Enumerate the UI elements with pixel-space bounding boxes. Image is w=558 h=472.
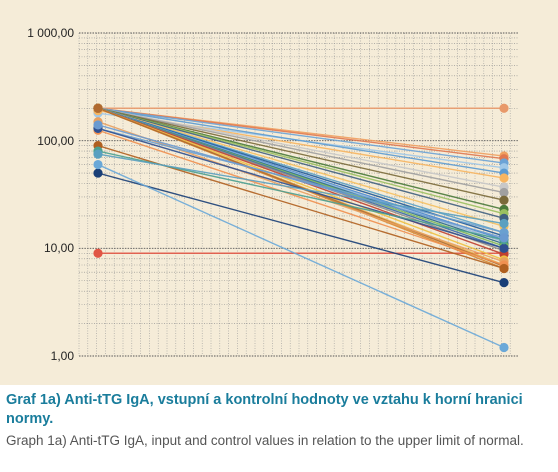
series-line <box>97 153 505 225</box>
data-point <box>499 243 509 253</box>
y-tick-label: 100,00 <box>37 133 74 148</box>
data-point <box>93 248 103 258</box>
y-tick-label: 10,00 <box>43 241 74 256</box>
series-line <box>97 107 505 164</box>
series-line <box>97 107 505 215</box>
series-line <box>97 172 505 284</box>
data-point <box>93 168 103 178</box>
chart-area: 1 000,00 100,00 10,00 1,00 <box>0 0 558 385</box>
data-point <box>499 173 509 183</box>
caption-czech: Graf 1a) Anti-tTG IgA, vstupní a kontrol… <box>6 392 523 427</box>
series-line <box>97 107 505 194</box>
series-line <box>97 107 505 188</box>
series-line <box>97 107 505 201</box>
data-point <box>499 342 509 353</box>
data-point <box>93 149 103 159</box>
series-line <box>97 129 505 266</box>
series-line <box>97 107 505 268</box>
data-point <box>499 218 509 229</box>
data-point <box>93 103 103 113</box>
caption-area: Graf 1a) Anti-tTG IgA, vstupní a kontrol… <box>0 385 558 472</box>
data-point <box>93 159 103 170</box>
caption-english: Graph 1a) Anti-tTG IgA, input and contro… <box>6 433 524 448</box>
series-line <box>97 107 505 228</box>
series-line <box>97 107 505 174</box>
chart-svg <box>78 32 518 357</box>
data-point <box>499 278 509 288</box>
y-tick-label: 1,00 <box>50 349 74 363</box>
series-line <box>97 127 505 234</box>
data-point <box>499 233 509 243</box>
series-line <box>97 163 505 349</box>
series-line <box>97 107 505 261</box>
series-line <box>97 107 505 160</box>
data-point <box>499 103 509 113</box>
series-line <box>97 107 505 219</box>
series-line <box>97 124 505 239</box>
data-point <box>499 263 509 274</box>
data-point <box>499 187 509 198</box>
y-tick-label: 1 000,00 <box>27 26 74 40</box>
data-point <box>93 120 103 130</box>
data-point <box>499 195 509 205</box>
